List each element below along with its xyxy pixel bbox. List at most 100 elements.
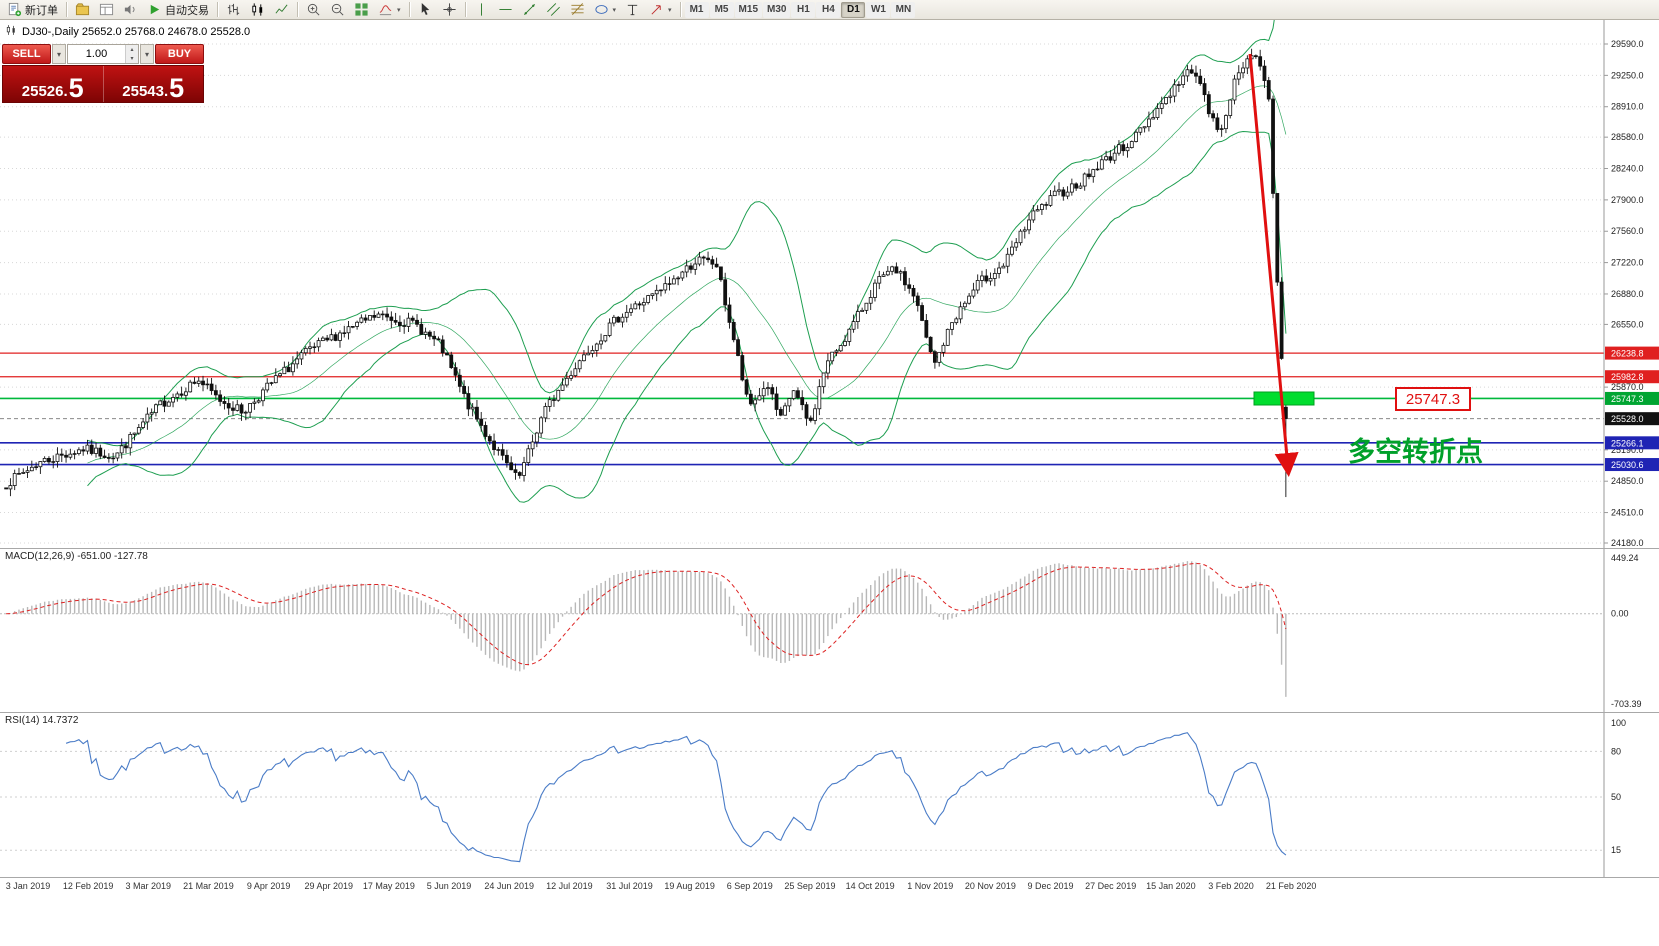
bar-chart-button[interactable]: [222, 1, 245, 19]
date-label: 5 Jun 2019: [426, 881, 472, 891]
sound-button[interactable]: [119, 1, 142, 19]
buy-price-main: 25543.: [122, 83, 169, 100]
channel-button[interactable]: [542, 1, 565, 19]
svg-text:-703.39: -703.39: [1611, 699, 1642, 709]
macd-panel-canvas[interactable]: 449.24 0.00 -703.39: [0, 548, 1659, 713]
zoom-out-button[interactable]: [326, 1, 349, 19]
date-label: 31 Jul 2019: [606, 881, 653, 891]
timeframe-M15[interactable]: M15: [734, 1, 762, 18]
buy-price[interactable]: 25543. 5: [104, 66, 204, 102]
date-label: 17 May 2019: [362, 881, 415, 891]
buy-button[interactable]: BUY: [155, 44, 204, 64]
sell-button[interactable]: SELL: [2, 44, 51, 64]
buy-options-dropdown[interactable]: ▾: [140, 44, 154, 64]
tile-windows-button[interactable]: [350, 1, 373, 19]
timeframe-D1[interactable]: D1: [841, 1, 866, 18]
svg-text:24510.0: 24510.0: [1611, 508, 1644, 518]
market-watch-button[interactable]: [95, 1, 118, 19]
volume-down-button[interactable]: ▾: [126, 54, 138, 63]
rsi-panel-divider[interactable]: [0, 710, 1659, 715]
date-label: 9 Apr 2019: [246, 881, 291, 891]
chart-tab-icon: [5, 24, 17, 39]
toolbar-separator: [408, 2, 410, 17]
date-label: 25 Sep 2019: [784, 881, 836, 891]
cursor-button[interactable]: [414, 1, 437, 19]
svg-text:100: 100: [1611, 718, 1626, 728]
sell-direction-arrow: [1248, 53, 1299, 477]
sell-options-dropdown[interactable]: ▾: [52, 44, 66, 64]
date-label: 9 Dec 2019: [1027, 881, 1074, 891]
profiles-button[interactable]: [71, 1, 94, 19]
volume-spinner: ▴ ▾: [125, 45, 138, 63]
svg-text:449.24: 449.24: [1611, 553, 1639, 563]
rsi-indicator-label: RSI(14) 14.7372: [5, 715, 79, 726]
svg-text:25982.8: 25982.8: [1611, 372, 1644, 382]
shapes-button[interactable]: ▾: [590, 1, 621, 19]
svg-text:25266.1: 25266.1: [1611, 438, 1644, 448]
turning-point-annotation[interactable]: 多空转折点: [1348, 437, 1483, 467]
crosshair-button[interactable]: [438, 1, 461, 19]
timeframe-MN[interactable]: MN: [891, 1, 916, 18]
horizontal-line-button[interactable]: [494, 1, 517, 19]
arrows-button[interactable]: ▾: [645, 1, 676, 19]
svg-text:27220.0: 27220.0: [1611, 258, 1644, 268]
channel-icon: [546, 2, 561, 17]
buy-price-big-digit: 5: [169, 72, 185, 103]
date-label: 14 Oct 2019: [845, 881, 895, 891]
volume-up-button[interactable]: ▴: [126, 45, 138, 54]
toolbar: 新订单 自动交易 ▾ ▾ ▾ M1 M5 M15 M30 H1 H4 D1 W1 MN: [0, 0, 1659, 20]
vertical-line-button[interactable]: [470, 1, 493, 19]
candlestick-chart-button[interactable]: [246, 1, 269, 19]
auto-trading-button-label: 自动交易: [165, 4, 209, 17]
sell-price-big-digit: 5: [68, 72, 84, 103]
zoom-in-button[interactable]: [302, 1, 325, 19]
support-price-label[interactable]: 25747.3: [1395, 387, 1471, 411]
sell-price-main: 25526.: [21, 83, 68, 100]
rsi-scale: 100 80 50 15: [1603, 713, 1626, 878]
svg-text:0.00: 0.00: [1611, 609, 1629, 619]
chevron-down-icon: ▾: [612, 6, 617, 14]
sell-price[interactable]: 25526. 5: [3, 66, 104, 102]
svg-text:27560.0: 27560.0: [1611, 226, 1644, 236]
vline-icon: [474, 2, 489, 17]
timeframe-M5[interactable]: M5: [709, 1, 734, 18]
main-chart-canvas[interactable]: 29590.0 29250.0 28910.0 28580.0 28240.0 27900…: [0, 20, 1659, 548]
timeframe-M1[interactable]: M1: [684, 1, 709, 18]
line-chart-button[interactable]: [270, 1, 293, 19]
new-order-button[interactable]: 新订单: [3, 1, 62, 19]
timeframe-M30[interactable]: M30: [763, 1, 791, 18]
fibonacci-button[interactable]: [566, 1, 589, 19]
macd-histogram: [9, 561, 1287, 697]
fibonacci-icon: [570, 2, 585, 17]
volume-input[interactable]: [68, 45, 125, 63]
one-click-trading-panel: SELL ▾ ▴ ▾ ▾ BUY 25526. 5 25543. 5: [2, 44, 204, 103]
toolbar-separator: [464, 2, 466, 17]
indicators-icon: [378, 2, 393, 17]
market-watch-icon: [99, 2, 114, 17]
svg-text:25870.0: 25870.0: [1611, 382, 1644, 392]
trendline-button[interactable]: [518, 1, 541, 19]
date-label: 21 Feb 2020: [1265, 881, 1317, 891]
date-axis[interactable]: 3 Jan 2019 12 Feb 2019 3 Mar 2019 21 Mar 20…: [0, 877, 1659, 896]
zoom-in-icon: [306, 2, 321, 17]
date-label: 21 Mar 2019: [183, 881, 234, 891]
timeframe-H1[interactable]: H1: [791, 1, 816, 18]
profile-icon: [75, 2, 90, 17]
rsi-panel-canvas[interactable]: 100 80 50 15: [0, 712, 1659, 878]
svg-text:28580.0: 28580.0: [1611, 132, 1644, 142]
macd-panel-divider[interactable]: [0, 546, 1659, 551]
auto-trading-button[interactable]: 自动交易: [143, 1, 213, 19]
indicators-button[interactable]: ▾: [374, 1, 405, 19]
toolbar-separator: [66, 2, 67, 17]
svg-text:25747.3: 25747.3: [1611, 394, 1644, 404]
svg-text:25190.0: 25190.0: [1611, 445, 1644, 455]
timeframe-W1[interactable]: W1: [866, 1, 891, 18]
crosshair-icon: [442, 2, 457, 17]
date-label: 24 Jun 2019: [484, 881, 534, 891]
text-tool-icon: [625, 2, 640, 17]
rsi-level-lines: [0, 750, 1604, 851]
text-button[interactable]: [621, 1, 644, 19]
svg-text:26550.0: 26550.0: [1611, 319, 1644, 329]
svg-text:80: 80: [1611, 746, 1621, 756]
timeframe-H4[interactable]: H4: [816, 1, 841, 18]
